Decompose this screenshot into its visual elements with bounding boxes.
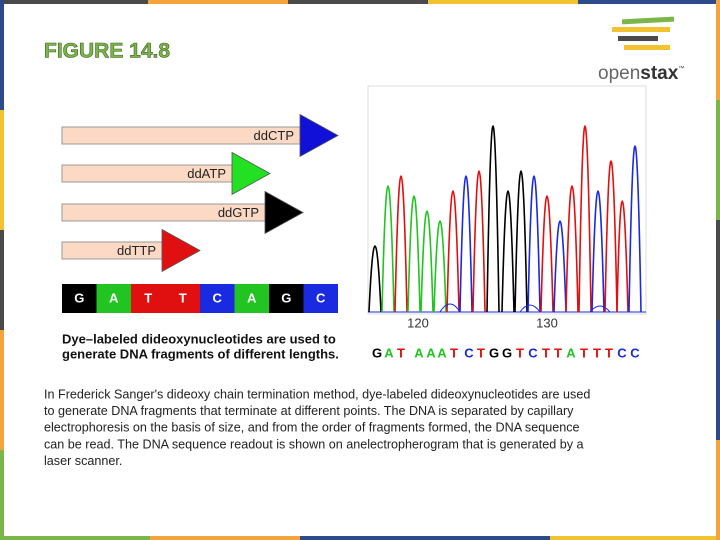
slide-title: FIGURE 14.8 <box>44 40 170 63</box>
base-letter: C <box>213 290 223 305</box>
base-letter: T <box>179 290 187 305</box>
body-line: In Frederick Sanger's dideoxy chain term… <box>44 387 590 401</box>
readout-letter: T <box>580 345 588 360</box>
base-cell <box>165 284 200 313</box>
arrow-head <box>299 113 339 158</box>
body-line: to generate DNA fragments that terminate… <box>44 404 574 418</box>
readout-letter: A <box>384 345 394 360</box>
arrow-head <box>264 190 304 235</box>
caption-line: Dye–labeled dideoxynucleotides are used … <box>62 331 336 346</box>
arrow-label: ddATP <box>187 166 226 181</box>
readout-letter: A <box>426 345 436 360</box>
base-cell <box>131 284 166 313</box>
caption-line: generate DNA fragments of different leng… <box>62 346 339 361</box>
readout-letter: G <box>489 345 499 360</box>
base-letter: C <box>316 290 326 305</box>
base-letter: G <box>281 290 291 305</box>
readout-letter: C <box>464 345 474 360</box>
readout-letter: T <box>605 345 613 360</box>
logo-mark: ™ <box>678 65 684 72</box>
base-cell <box>269 284 304 313</box>
arrow-label: ddGTP <box>218 205 259 220</box>
readout-letter: T <box>450 345 458 360</box>
logo-open: open <box>598 63 640 84</box>
body-line: laser scanner. <box>44 454 122 468</box>
logo-stax: stax <box>640 63 678 84</box>
arrow-head <box>231 151 271 196</box>
readout-letter: T <box>477 345 485 360</box>
readout-letter: T <box>542 345 550 360</box>
arrow-label: ddCTP <box>254 128 294 143</box>
logo-text: openstax™ <box>598 63 684 84</box>
readout-letter: C <box>630 345 640 360</box>
base-letter: A <box>109 290 119 305</box>
base-letter: T <box>144 290 152 305</box>
x-tick-label: 130 <box>536 315 558 330</box>
base-cell <box>62 284 97 313</box>
readout-letter: A <box>414 345 424 360</box>
body-text: In Frederick Sanger's dideoxy chain term… <box>44 387 590 468</box>
base-letter: A <box>247 290 257 305</box>
arrow-label: ddTTP <box>117 243 156 258</box>
arrows: ddCTP ddATP ddGTP ddTTP <box>61 113 339 273</box>
readout-letter: C <box>528 345 538 360</box>
readout-letter: T <box>516 345 524 360</box>
arrow-head <box>161 228 201 273</box>
base-cell <box>200 284 235 313</box>
body-line: can be read. The DNA sequence readout is… <box>44 437 584 451</box>
readout-letter: C <box>617 345 627 360</box>
x-tick-label: 120 <box>407 315 429 330</box>
readout-letter: T <box>593 345 601 360</box>
readout-letter: G <box>372 345 382 360</box>
readout-letter: A <box>437 345 447 360</box>
readout-letter: A <box>566 345 576 360</box>
readout-letter: G <box>502 345 512 360</box>
readout-letter: T <box>554 345 562 360</box>
base-cell <box>96 284 131 313</box>
body-line: electrophoresis on the basis of size, an… <box>44 421 580 435</box>
logo: openstax™ <box>598 16 684 84</box>
readout-letter: T <box>397 345 405 360</box>
base-letter: G <box>74 290 84 305</box>
electropherogram <box>367 85 647 315</box>
base-cell <box>303 284 338 313</box>
base-cell <box>234 284 269 313</box>
